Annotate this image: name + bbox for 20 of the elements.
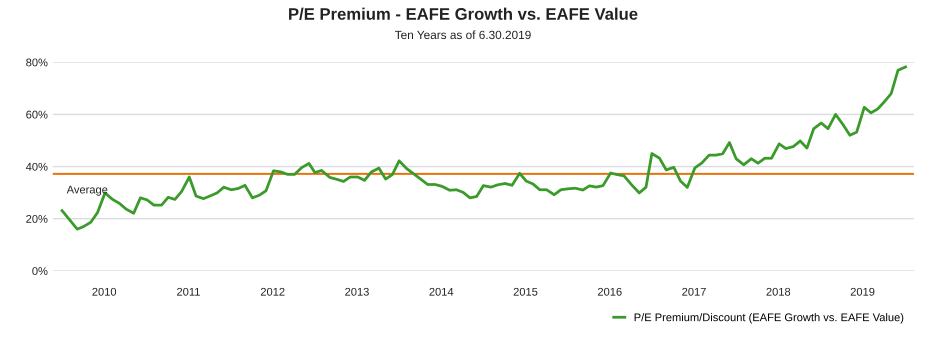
y-tick-label: 80% — [26, 58, 48, 66]
y-tick-label: 40% — [26, 162, 48, 171]
chart-subtitle: Ten Years as of 6.30.2019 — [395, 30, 531, 40]
x-tick-label: 2013 — [345, 288, 369, 296]
x-tick-label: 2017 — [682, 288, 706, 296]
y-tick-label: 60% — [26, 110, 48, 119]
x-tick-label: 2014 — [429, 288, 454, 296]
y-tick-label: 20% — [26, 214, 48, 223]
ref-line-label: Average — [66, 186, 108, 196]
x-tick-label: 2019 — [850, 288, 874, 296]
x-tick-label: 2012 — [260, 288, 285, 296]
y-tick-label: 0% — [32, 267, 48, 275]
legend-label: P/E Premium/Discount (EAFE Growth vs. EAFE Value) — [634, 313, 904, 324]
x-tick-label: 2016 — [598, 288, 622, 296]
x-tick-label: 2010 — [92, 288, 116, 296]
x-tick-label: 2015 — [514, 288, 538, 296]
line-series — [60, 66, 907, 231]
x-tick-label: 2018 — [766, 288, 790, 296]
x-tick-label: 2011 — [177, 288, 200, 296]
chart-title: P/E Premium - EAFE Growth vs. EAFE Value — [289, 8, 638, 20]
